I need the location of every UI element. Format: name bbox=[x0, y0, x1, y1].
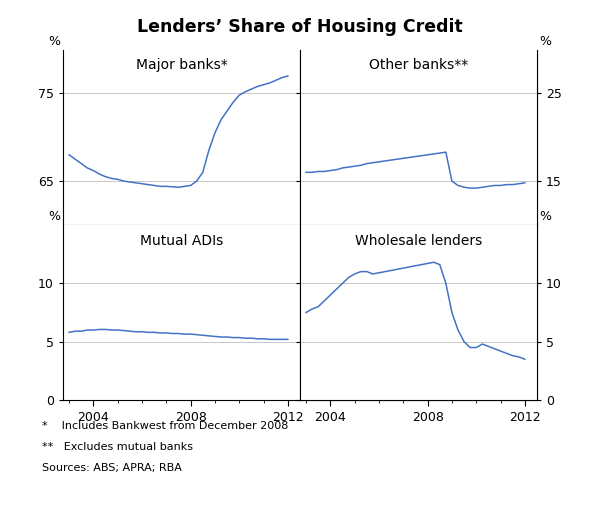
Text: Sources: ABS; APRA; RBA: Sources: ABS; APRA; RBA bbox=[42, 463, 182, 473]
Text: %: % bbox=[49, 210, 61, 223]
Text: %: % bbox=[49, 35, 61, 48]
Text: Major banks*: Major banks* bbox=[136, 59, 227, 73]
Text: *    Includes Bankwest from December 2008: * Includes Bankwest from December 2008 bbox=[42, 421, 289, 431]
Text: Lenders’ Share of Housing Credit: Lenders’ Share of Housing Credit bbox=[137, 18, 463, 36]
Text: **   Excludes mutual banks: ** Excludes mutual banks bbox=[42, 442, 193, 452]
Text: Other banks**: Other banks** bbox=[369, 59, 468, 73]
Text: Mutual ADIs: Mutual ADIs bbox=[140, 234, 223, 248]
Text: %: % bbox=[539, 210, 551, 223]
Text: %: % bbox=[539, 35, 551, 48]
Text: Wholesale lenders: Wholesale lenders bbox=[355, 234, 482, 248]
